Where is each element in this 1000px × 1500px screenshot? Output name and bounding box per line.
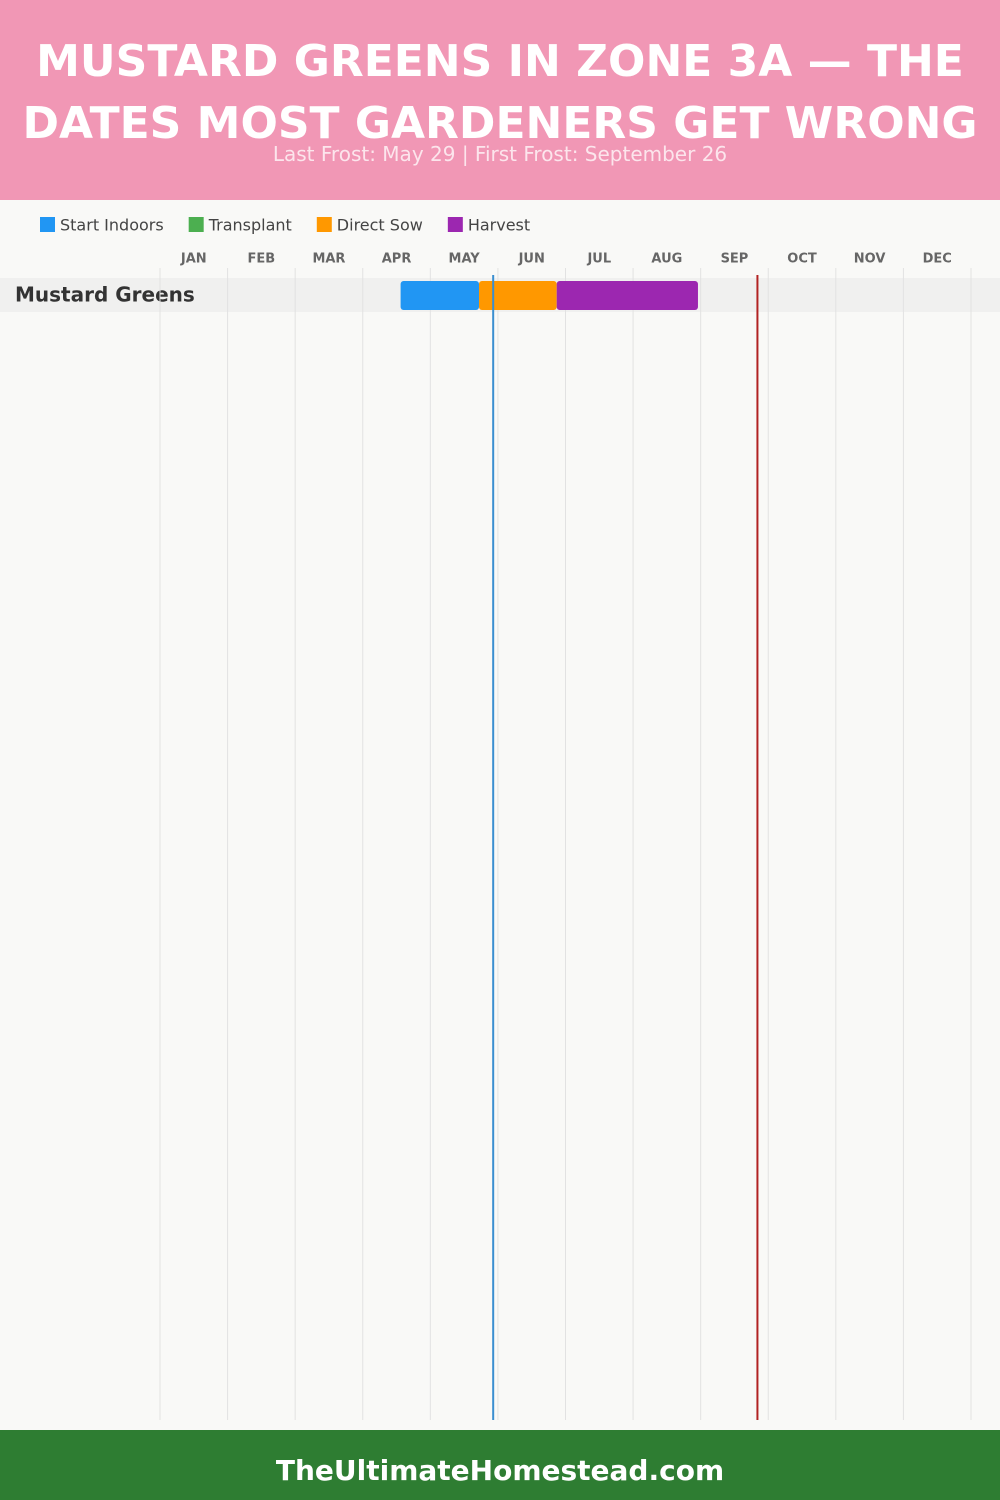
x-tick-label: AUG	[651, 252, 682, 267]
header: MUSTARD GREENS IN ZONE 3A — THE DATES MO…	[0, 0, 1000, 200]
x-tick-label: JUN	[518, 252, 545, 267]
legend-swatch	[188, 217, 204, 232]
x-tick-label: FEB	[248, 252, 276, 267]
footer-bar	[0, 1430, 1000, 1500]
legend-label: Transplant	[208, 216, 292, 235]
subtitle: Last Frost: May 29 | First Frost: Septem…	[272, 142, 728, 166]
title: MUSTARD GREENS IN ZONE 3A — THE DATES MO…	[22, 36, 978, 149]
x-tick-label: APR	[382, 252, 412, 267]
legend-label: Harvest	[468, 216, 530, 235]
x-tick-label: NOV	[854, 252, 886, 267]
legend-swatch	[316, 217, 332, 232]
row-label: Mustard Greens	[15, 283, 195, 307]
x-tick-label: OCT	[787, 252, 817, 267]
bar-segment	[478, 281, 557, 310]
legend-swatch	[40, 217, 55, 232]
bar-segment	[556, 281, 698, 310]
x-tick-label: SEP	[721, 252, 749, 267]
x-tick-label: MAR	[312, 252, 345, 267]
x-tick-label: MAY	[449, 252, 481, 267]
legend-swatch	[447, 217, 463, 232]
x-tick-label: DEC	[923, 252, 952, 267]
footer-text: TheUltimateHomestead.com	[276, 1454, 724, 1487]
bar-segment	[400, 281, 479, 310]
legend-label: Direct Sow	[337, 216, 423, 235]
x-tick-label: JAN	[180, 252, 207, 267]
x-tick-label: JUL	[586, 252, 611, 267]
legend-label: Start Indoors	[60, 216, 164, 235]
